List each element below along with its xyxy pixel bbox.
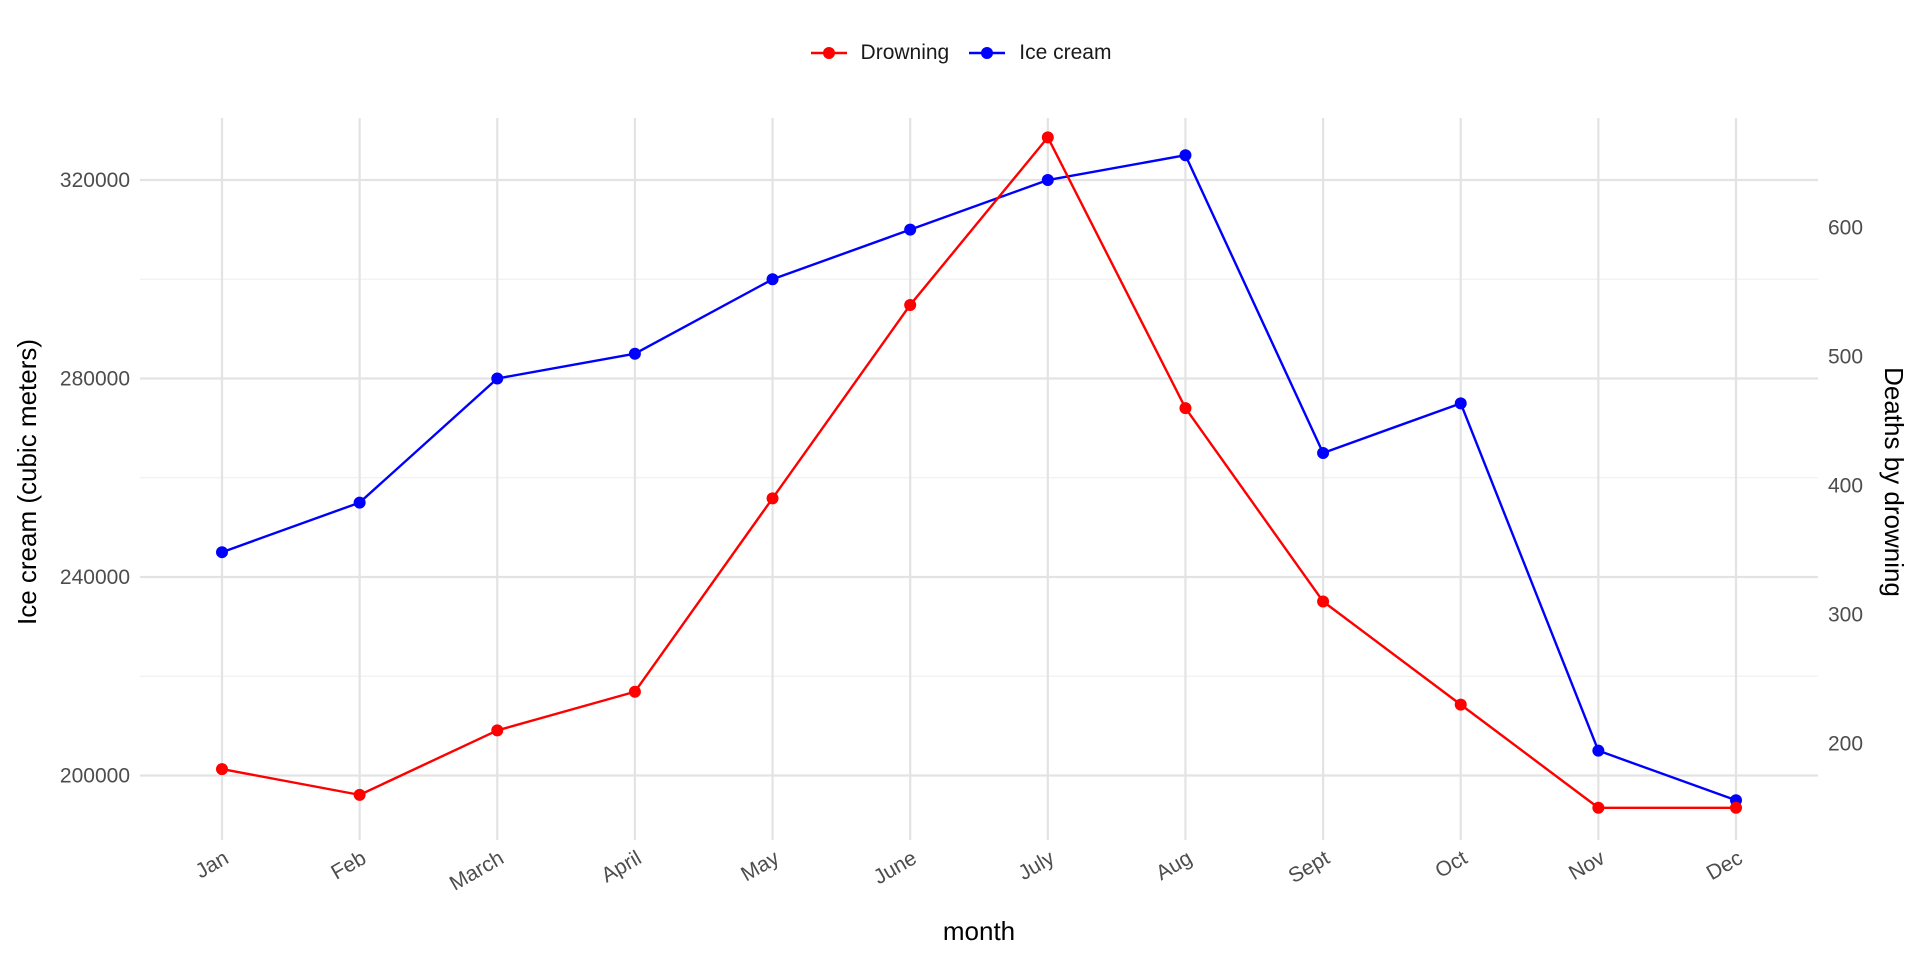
series-drowning xyxy=(216,131,1742,814)
x-tick-label: Nov xyxy=(1565,846,1609,885)
legend-item-drowning: Drowning xyxy=(809,41,950,65)
data-point-ice-cream xyxy=(1041,174,1054,187)
y-tick-label-left: 200000 xyxy=(60,764,130,787)
y-tick-label-right: 200 xyxy=(1828,732,1863,755)
legend-key-drowning xyxy=(810,47,847,59)
data-point-ice-cream xyxy=(1454,397,1467,410)
y-tick-label-right: 300 xyxy=(1828,603,1863,626)
data-point-drowning xyxy=(1041,131,1054,144)
data-point-drowning xyxy=(353,788,366,801)
x-tick-label: Aug xyxy=(1152,846,1196,885)
y-tick-label-right: 600 xyxy=(1828,217,1863,240)
data-point-drowning xyxy=(1730,801,1742,814)
legend-label-ice-cream: Ice cream xyxy=(1019,41,1112,64)
minor-gridlines xyxy=(140,278,1818,677)
x-tick-label: Sept xyxy=(1285,846,1334,888)
series-line-ice-cream xyxy=(221,154,1737,802)
x-tick-label: April xyxy=(598,846,646,887)
data-point-drowning xyxy=(1317,595,1330,608)
data-point-ice-cream xyxy=(491,372,504,385)
data-point-ice-cream xyxy=(353,496,366,509)
x-axis-label: month xyxy=(943,916,1015,946)
x-tick-label: Feb xyxy=(327,846,370,884)
data-point-ice-cream xyxy=(904,223,917,236)
right-y-axis-ticks: 200 300 400 500 600 xyxy=(1828,217,1863,756)
x-tick-label: June xyxy=(870,846,921,889)
y-tick-label-left: 280000 xyxy=(60,368,130,391)
series-line-drowning xyxy=(221,136,1736,809)
data-point-ice-cream xyxy=(766,273,779,286)
series-ice-cream xyxy=(216,149,1742,807)
legend-item-ice-cream: Ice cream xyxy=(967,41,1111,65)
x-tick-label: July xyxy=(1014,846,1058,885)
data-point-drowning xyxy=(1179,402,1192,415)
data-point-drowning xyxy=(1592,801,1605,814)
legend: Drowning Ice cream xyxy=(0,38,1920,68)
legend-label-drowning: Drowning xyxy=(860,41,950,64)
series-layer xyxy=(216,131,1742,814)
x-tick-label: March xyxy=(446,846,508,895)
data-point-drowning xyxy=(904,298,917,311)
major-gridlines xyxy=(140,118,1818,840)
data-point-ice-cream xyxy=(628,347,641,360)
data-point-drowning xyxy=(1454,698,1467,711)
x-axis-ticks: Jan Feb March April May June July Aug Sept Oct Nov… xyxy=(192,846,1747,895)
data-point-ice-cream xyxy=(216,546,228,559)
data-point-drowning xyxy=(766,492,779,505)
legend-key-ice-cream xyxy=(969,47,1006,59)
y-axis-label-left: Ice cream (cubic meters) xyxy=(12,339,42,625)
y-tick-label-right: 400 xyxy=(1828,474,1863,497)
data-point-drowning xyxy=(216,763,228,776)
x-tick-label: May xyxy=(737,846,783,886)
y-tick-label-left: 320000 xyxy=(60,169,130,192)
data-point-ice-cream xyxy=(1592,744,1605,757)
y-axis-label-right: Deaths by drowning xyxy=(1879,367,1909,597)
y-tick-label-right: 500 xyxy=(1828,346,1863,369)
y-tick-label-left: 240000 xyxy=(60,566,130,589)
data-point-ice-cream xyxy=(1317,446,1330,459)
data-point-ice-cream xyxy=(1179,149,1192,162)
x-tick-label: Oct xyxy=(1431,846,1471,882)
data-point-drowning xyxy=(628,685,641,698)
x-tick-label: Dec xyxy=(1703,846,1747,885)
x-tick-label: Jan xyxy=(192,846,233,883)
left-y-axis-ticks: 200000 240000 280000 320000 xyxy=(60,169,130,787)
data-point-drowning xyxy=(491,724,504,737)
